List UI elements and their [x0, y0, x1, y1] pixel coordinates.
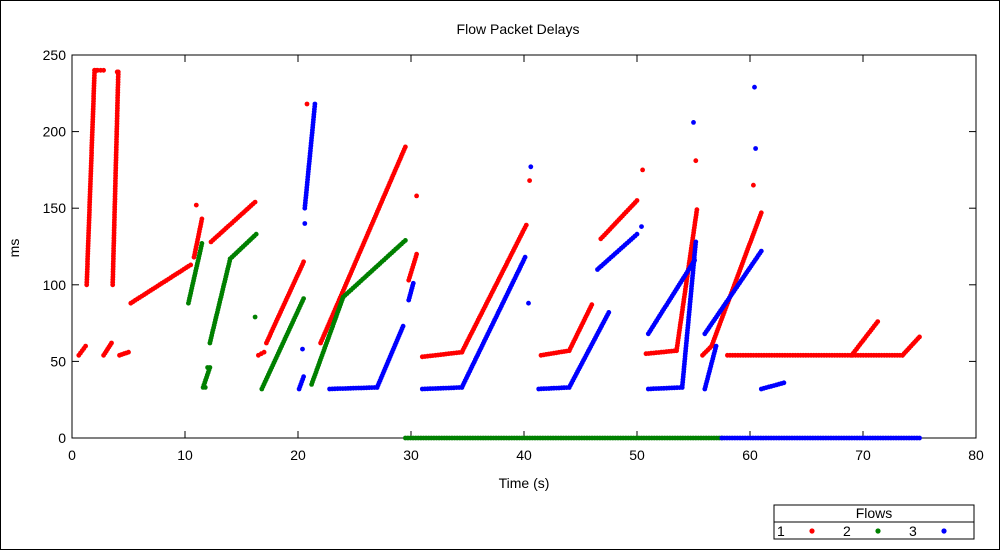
legend-entries: 1 2 3 — [777, 523, 947, 539]
data-point — [758, 248, 764, 254]
data-point — [403, 238, 408, 243]
data-point — [261, 349, 267, 355]
data-point — [304, 101, 310, 107]
data-point — [917, 334, 922, 340]
legend-marker — [875, 528, 881, 534]
data-point — [414, 251, 419, 257]
chart-title: Flow Packet Delays — [457, 21, 580, 37]
x-tick-label: 0 — [68, 447, 76, 463]
x-tick-label: 20 — [290, 447, 306, 463]
data-point — [693, 158, 699, 164]
data-point — [751, 182, 756, 188]
data-point — [522, 254, 528, 260]
data-point — [523, 222, 529, 228]
data-point — [634, 198, 640, 203]
legend-title: Flows — [856, 505, 893, 521]
legend: Flows 1 2 3 — [773, 504, 975, 540]
data-point — [917, 435, 922, 441]
x-tick-label: 80 — [968, 447, 984, 463]
data-point — [193, 202, 199, 208]
data-point — [302, 221, 308, 226]
data-point — [414, 193, 419, 199]
data-point — [109, 340, 114, 346]
data-point — [589, 302, 595, 308]
data-point — [692, 257, 697, 263]
data-point — [606, 310, 612, 315]
data-point — [126, 349, 131, 355]
data-point — [528, 164, 534, 170]
y-tick-label: 200 — [43, 124, 67, 140]
data-point — [640, 167, 645, 173]
data-point — [400, 323, 406, 329]
data-point — [410, 280, 416, 286]
y-axis-label: ms — [6, 239, 22, 258]
series-1 — [76, 67, 922, 360]
data-point — [713, 343, 719, 349]
legend-label: 2 — [843, 523, 851, 539]
data-point — [526, 300, 531, 306]
x-tick-label: 10 — [177, 447, 193, 463]
data-point — [634, 231, 640, 237]
legend-label: 3 — [909, 523, 917, 539]
data-point — [781, 380, 787, 386]
data-point — [639, 224, 644, 230]
data-point — [527, 178, 532, 184]
x-tick-label: 30 — [403, 447, 419, 463]
data-point — [205, 365, 211, 370]
y-tick-label: 150 — [43, 200, 67, 216]
data-point — [252, 199, 258, 205]
legend-label: 1 — [777, 523, 785, 539]
y-tick-label: 50 — [50, 353, 66, 369]
x-tick-label: 50 — [629, 447, 645, 463]
data-point — [188, 262, 194, 268]
data-point — [199, 241, 205, 246]
legend-marker — [809, 528, 815, 534]
data-point — [94, 67, 100, 73]
series-2 — [186, 231, 725, 441]
data-point — [694, 207, 700, 213]
data-point — [301, 259, 306, 265]
y-tick-label: 250 — [43, 47, 67, 63]
data-point — [300, 346, 305, 352]
x-axis-label: Time (s) — [499, 475, 550, 491]
data-point — [252, 314, 258, 320]
data-point — [758, 210, 764, 216]
x-tick-label: 40 — [516, 447, 532, 463]
data-point — [691, 120, 696, 125]
x-tick-label: 70 — [855, 447, 871, 463]
data-point — [693, 239, 699, 245]
data-point — [875, 319, 881, 324]
x-axis: 0 10 20 30 40 50 60 70 80 — [68, 55, 984, 463]
data-points — [76, 67, 922, 441]
data-point — [199, 216, 205, 222]
y-tick-label: 100 — [43, 277, 67, 293]
data-point — [403, 144, 408, 150]
data-point — [202, 385, 208, 390]
data-point — [312, 101, 318, 107]
legend-marker — [941, 528, 947, 534]
data-point — [301, 296, 306, 301]
x-tick-label: 60 — [742, 447, 758, 463]
data-point — [101, 67, 106, 73]
data-point — [301, 374, 306, 380]
data-point — [253, 231, 259, 237]
data-point — [753, 146, 758, 151]
data-point — [83, 343, 88, 349]
series-3 — [296, 84, 922, 441]
y-tick-label: 0 — [58, 430, 66, 446]
data-point — [752, 84, 757, 90]
y-axis: 0 50 100 150 200 250 — [43, 47, 976, 446]
data-point — [114, 69, 120, 75]
